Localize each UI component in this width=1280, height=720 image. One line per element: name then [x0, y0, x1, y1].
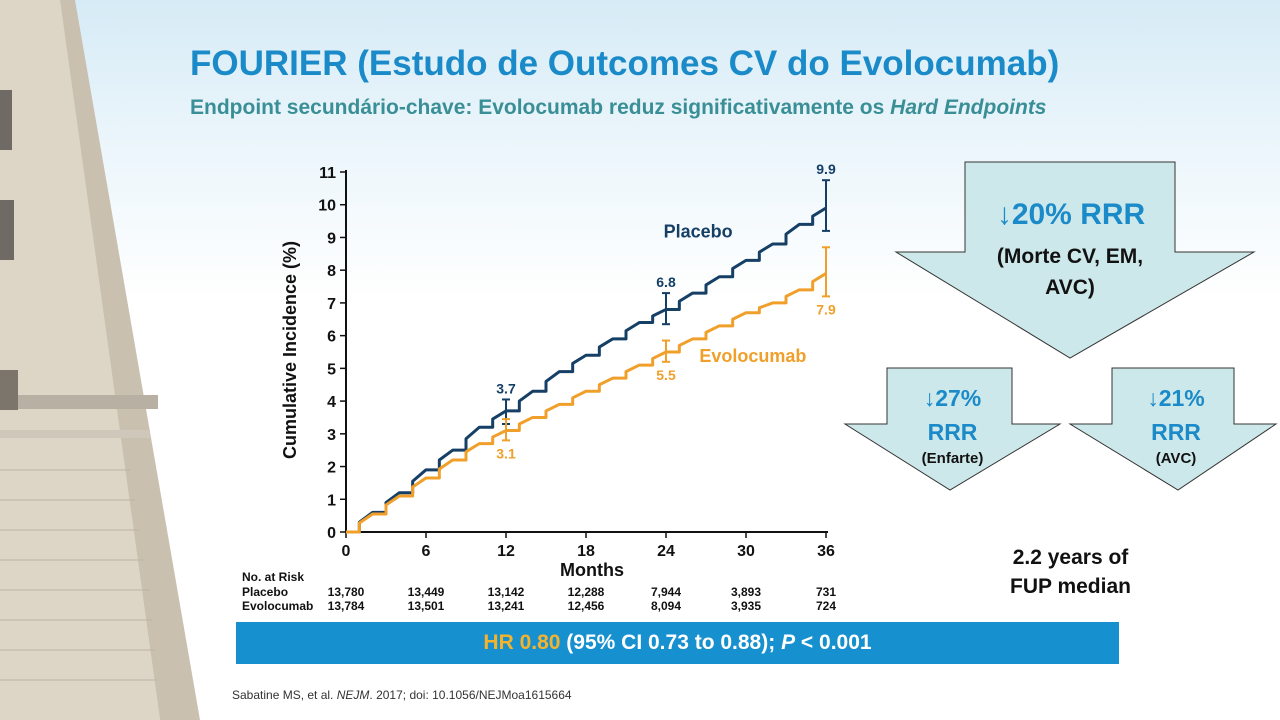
hazard-ratio-value: HR 0.80	[483, 631, 561, 654]
x-tick-label: 30	[737, 543, 755, 560]
risk-value: 13,142	[487, 585, 525, 599]
y-tick-label: 7	[327, 296, 336, 313]
left-arrow-note: (Enfarte)	[921, 450, 984, 467]
y-tick-label: 1	[327, 492, 336, 509]
citation-journal: NEJM	[336, 688, 370, 702]
y-tick-label: 11	[319, 165, 336, 182]
risk-value: 13,784	[327, 599, 365, 613]
building-photo	[0, 0, 200, 720]
data-label-evolocumab: 3.1	[496, 445, 516, 461]
risk-value: 8,094	[650, 599, 682, 613]
fup-line1: 2.2 years of	[1012, 546, 1129, 569]
confidence-interval: (95% CI 0.73 to 0.88);	[560, 631, 782, 654]
x-tick-label: 36	[817, 543, 835, 560]
right-arrow	[1068, 367, 1278, 491]
series-name-evolocumab: Evolocumab	[699, 346, 806, 366]
y-tick-label: 3	[327, 427, 336, 444]
chart-series	[346, 206, 827, 534]
p-value: < 0.001	[795, 631, 872, 654]
risk-value: 3,893	[730, 585, 762, 599]
data-label-placebo: 9.9	[816, 161, 836, 177]
x-tick-label: 12	[497, 543, 515, 560]
y-tick-label: 10	[318, 198, 336, 215]
risk-value: 724	[815, 599, 837, 613]
data-label-placebo: 6.8	[656, 274, 676, 290]
main-arrow	[894, 161, 1256, 359]
left-arrow-rrr: RRR	[927, 419, 978, 445]
fup-note: 2.2 years of FUP median	[968, 543, 1173, 601]
citation-details: . 2017; doi: 10.1056/NEJMoa1615664	[369, 688, 572, 702]
series-line-placebo	[346, 206, 827, 534]
risk-row-label-evolocumab: Evolocumab	[242, 599, 314, 613]
right-arrow-value: ↓21%	[1147, 385, 1205, 411]
data-label-evolocumab: 7.9	[816, 301, 836, 317]
subtitle-main: Endpoint secundário-chave: Evolocumab re…	[190, 96, 891, 119]
main-arrow-line2: AVC)	[1045, 276, 1095, 299]
risk-value: 3,935	[730, 599, 762, 613]
y-tick-label: 8	[327, 263, 336, 280]
data-label-placebo: 3.7	[496, 380, 516, 396]
x-axis-label: Months	[560, 560, 624, 580]
series-name-placebo: Placebo	[664, 221, 733, 241]
risk-value: 13,780	[327, 585, 365, 599]
p-label: P	[781, 631, 796, 654]
y-axis-label: Cumulative Incidence (%)	[280, 241, 300, 459]
right-arrow-rrr: RRR	[1151, 419, 1201, 445]
fup-line2: FUP median	[1010, 575, 1131, 598]
risk-value: 13,501	[407, 599, 445, 613]
citation-authors: Sabatine MS, et al.	[232, 688, 337, 702]
y-tick-label: 6	[327, 329, 336, 346]
risk-value: 13,449	[407, 585, 445, 599]
chart-marks: 3.7 6.8 9.9 Placebo 3.1 5.5 7.9 Evolocumab	[496, 161, 836, 461]
hazard-ratio-bar: HR 0.80 (95% CI 0.73 to 0.88); P < 0.001	[236, 622, 1119, 664]
risk-value: 12,288	[567, 585, 605, 599]
main-arrow-value: ↓20% RRR	[996, 198, 1146, 231]
right-arrow-note: (AVC)	[1155, 450, 1197, 467]
slide-subtitle: Endpoint secundário-chave: Evolocumab re…	[190, 96, 1047, 120]
subtitle-emphasis: Hard Endpoints	[890, 96, 1047, 119]
left-arrow-value: ↓27%	[923, 385, 982, 411]
x-tick-label: 24	[657, 543, 675, 560]
main-arrow-line1: (Morte CV, EM,	[996, 245, 1144, 268]
y-tick-label: 9	[327, 230, 336, 247]
data-label-evolocumab: 5.5	[656, 367, 676, 383]
risk-table-header: No. at Risk	[242, 570, 305, 584]
risk-value: 12,456	[567, 599, 605, 613]
risk-value: 731	[815, 585, 837, 599]
risk-value: 7,944	[650, 585, 682, 599]
y-tick-label: 0	[327, 525, 336, 542]
risk-value: 13,241	[487, 599, 525, 613]
x-tick-label: 6	[422, 543, 431, 560]
y-tick-label: 5	[327, 361, 336, 378]
y-tick-label: 2	[327, 460, 336, 477]
x-tick-label: 18	[577, 543, 595, 560]
series-line-evolocumab	[346, 272, 827, 534]
risk-row-label-placebo: Placebo	[242, 585, 289, 599]
y-tick-label: 4	[327, 394, 336, 411]
slide-title: FOURIER (Estudo de Outcomes CV do Evoloc…	[190, 44, 1060, 83]
left-arrow	[843, 367, 1062, 491]
citation: Sabatine MS, et al. NEJM. 2017; doi: 10.…	[232, 688, 572, 702]
x-tick-label: 0	[342, 543, 351, 560]
